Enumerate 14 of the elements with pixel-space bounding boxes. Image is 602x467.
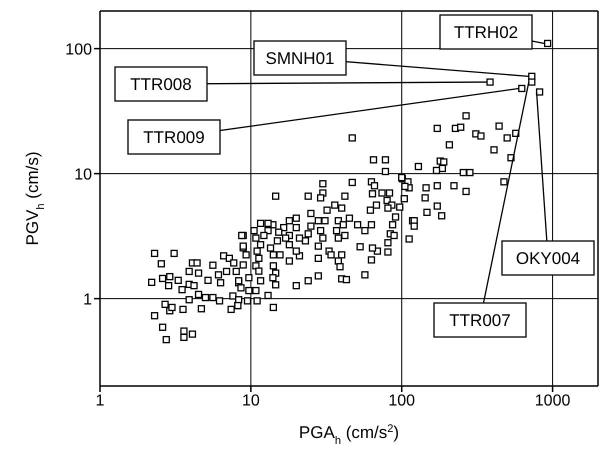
x-tick-label: 1 — [96, 392, 105, 410]
annotation: TTR007 — [449, 311, 511, 330]
x-tick-label: 10 — [242, 392, 260, 410]
x-axis-title: PGA$_{h}$ (cm/s$^{2}$) — [298, 423, 400, 447]
x-tick-label: 100 — [388, 392, 416, 410]
annotation: OKY004 — [516, 249, 580, 268]
annotation: TTR009 — [143, 128, 205, 147]
y-tick-label: 10 — [74, 166, 92, 184]
y-tick-label: 100 — [65, 41, 92, 58]
annotation: TTRH02 — [454, 23, 518, 42]
annotation: SMNH01 — [266, 49, 334, 68]
x-tick-label: 1000 — [534, 392, 570, 410]
annotation: TTR008 — [130, 75, 192, 94]
y-tick-label: 1 — [83, 291, 92, 308]
